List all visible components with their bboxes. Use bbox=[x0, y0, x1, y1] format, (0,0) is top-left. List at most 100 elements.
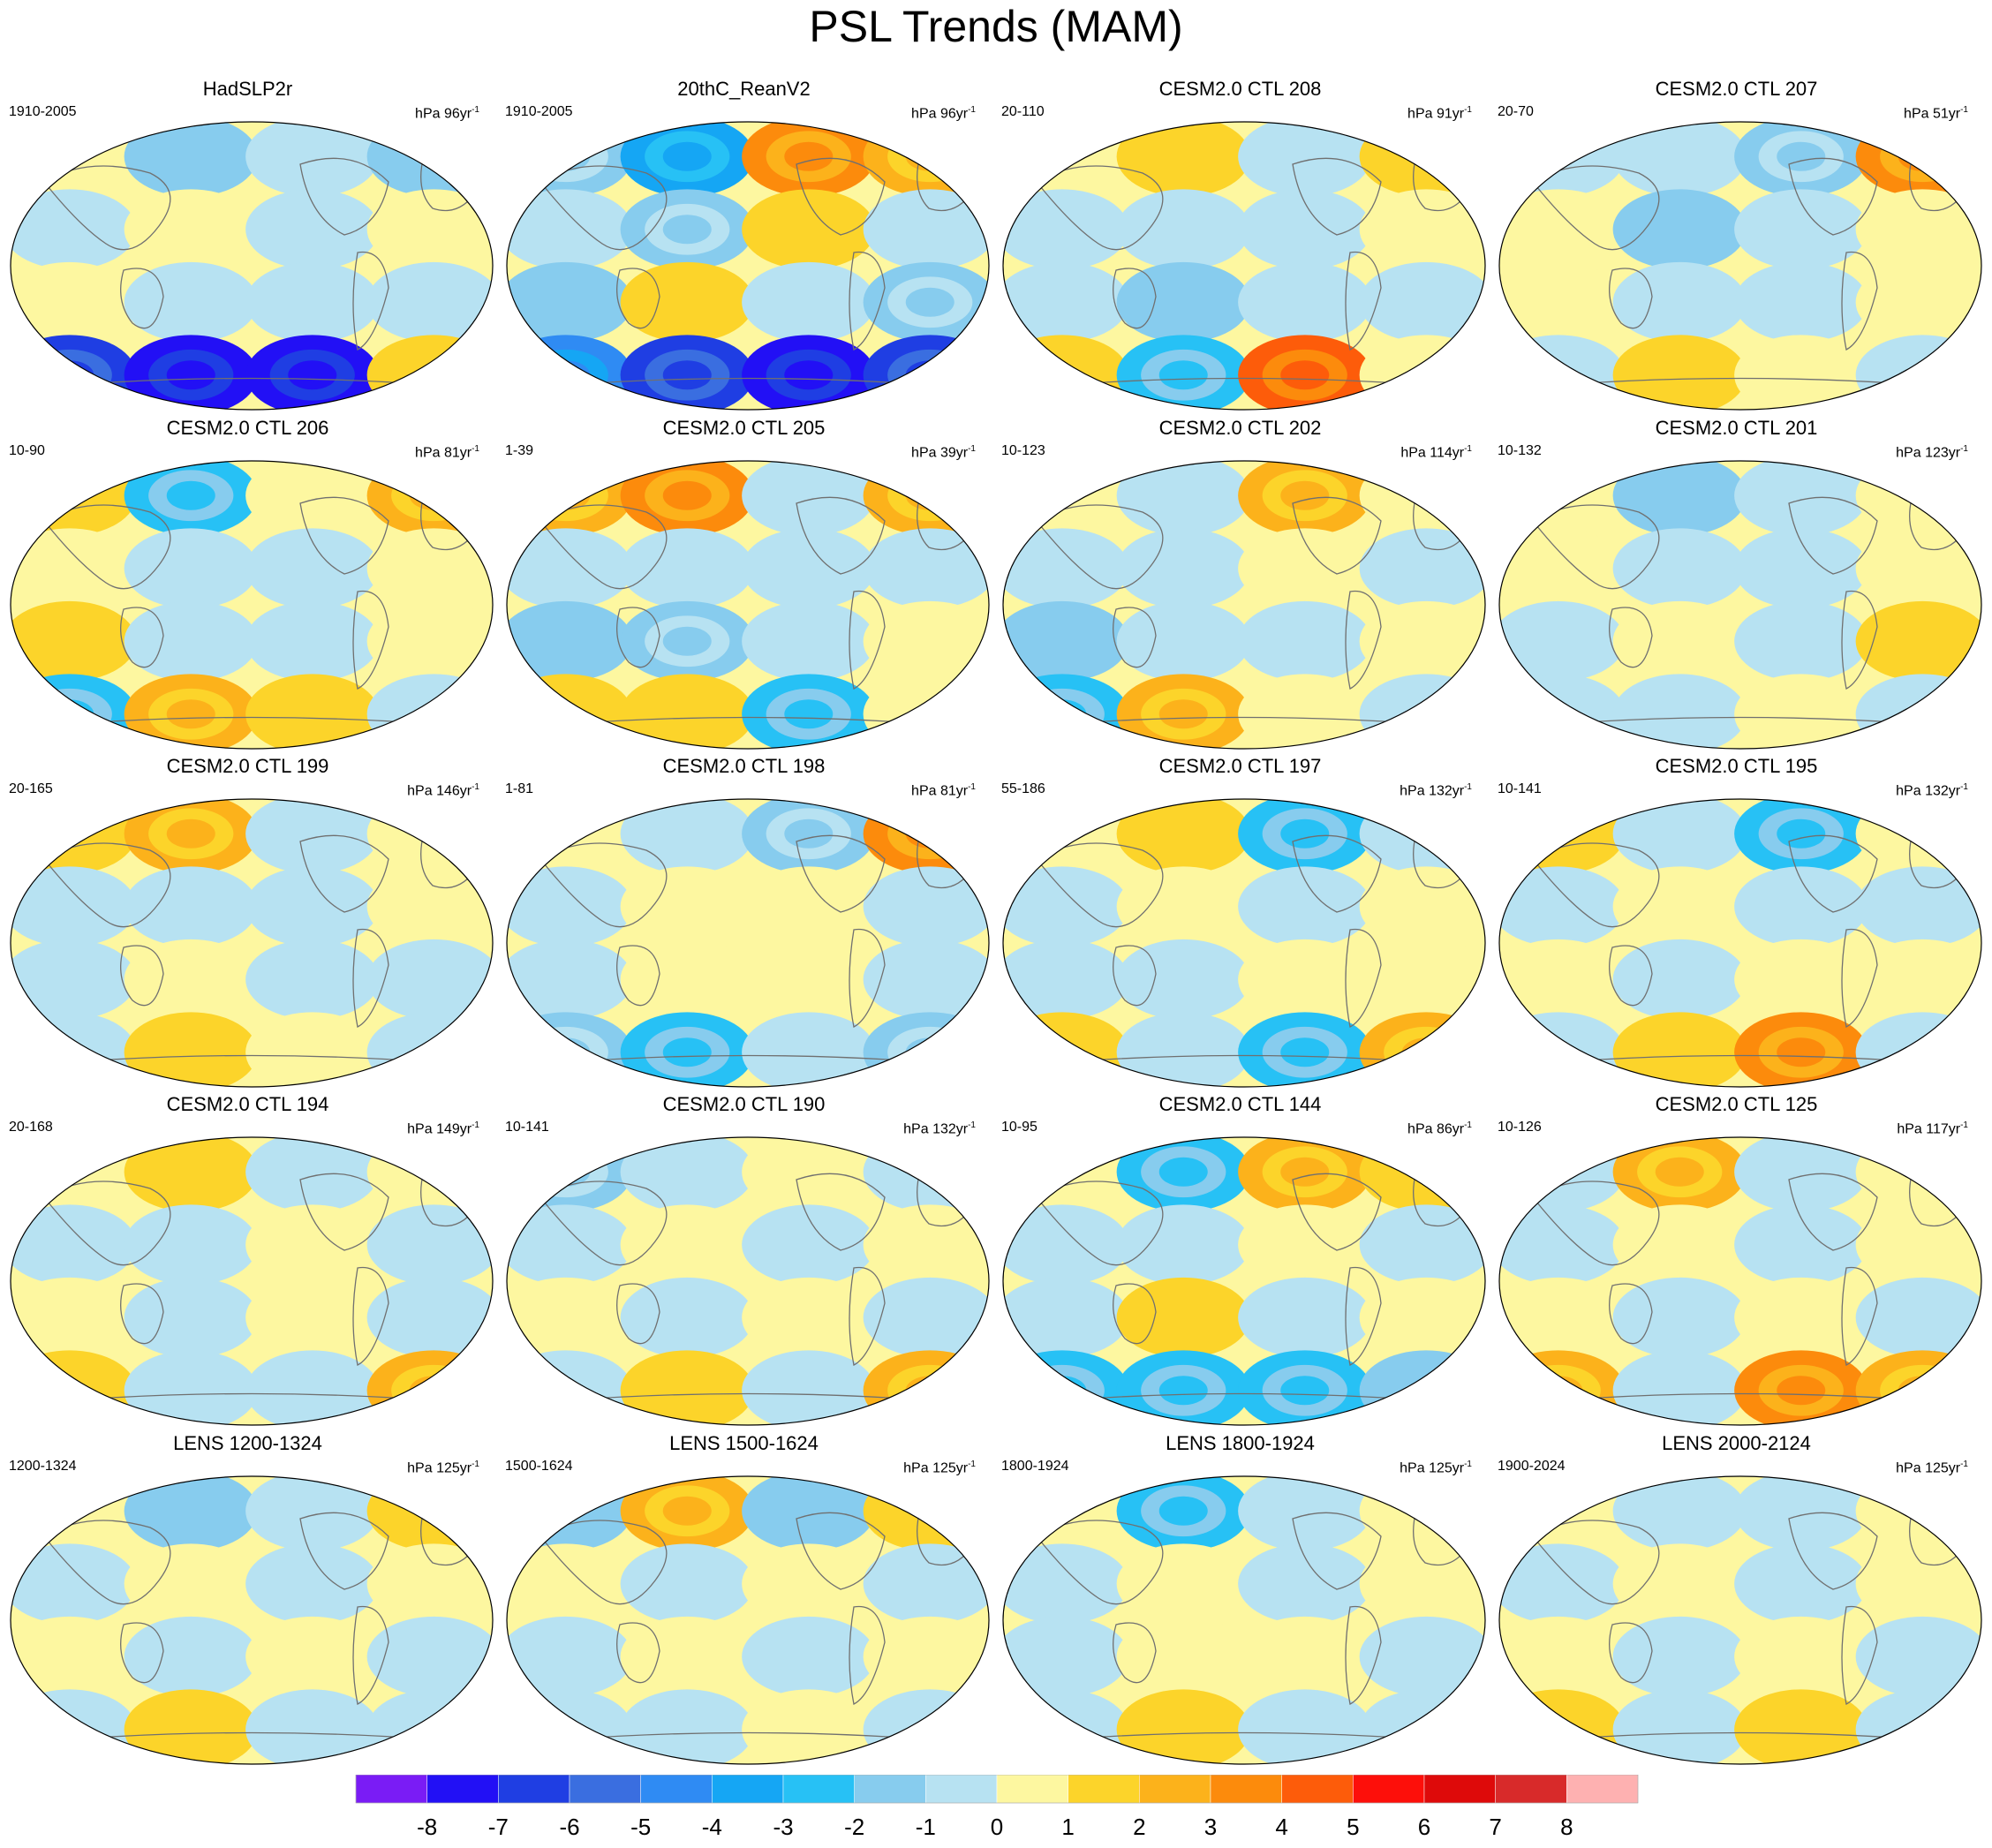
map-border bbox=[1002, 798, 1486, 1088]
trend-region bbox=[784, 360, 834, 390]
panel-units: hPa 81yr-1 bbox=[415, 441, 479, 462]
trend-region bbox=[366, 1277, 493, 1358]
map-svg bbox=[10, 1136, 494, 1426]
panel-period: 10-141 bbox=[1498, 781, 1542, 796]
colorbar-tick-label: 8 bbox=[1560, 1814, 1573, 1840]
trend-region bbox=[620, 261, 754, 343]
panel-period: 20-70 bbox=[1498, 104, 1534, 119]
coastline bbox=[1292, 157, 1382, 236]
coastline bbox=[120, 607, 164, 668]
panel-units-text: hPa 51yr bbox=[1904, 106, 1961, 122]
trend-region bbox=[620, 1137, 754, 1212]
trend-region bbox=[1880, 131, 1966, 183]
panel-units-exponent: -1 bbox=[1464, 1460, 1472, 1469]
trend-region bbox=[620, 528, 754, 609]
trend-region bbox=[784, 818, 834, 849]
trend-region bbox=[366, 939, 493, 1020]
panel-period: 1910-2005 bbox=[9, 104, 77, 119]
panel-units: hPa 132yr-1 bbox=[1896, 779, 1968, 800]
trend-region bbox=[26, 349, 112, 401]
trend-region bbox=[1734, 335, 1868, 410]
trend-region bbox=[1280, 1376, 1330, 1406]
map-border bbox=[506, 121, 990, 411]
trend-region bbox=[245, 866, 380, 947]
map-panel: LENS 2000-2124 1900-2024 hPa 125yr-1 bbox=[1489, 1432, 1984, 1765]
trend-region bbox=[863, 939, 989, 1020]
coastline bbox=[352, 928, 389, 1028]
map-svg bbox=[1002, 460, 1486, 750]
trend-region bbox=[1612, 335, 1747, 410]
panel-units-text: hPa 132yr bbox=[1400, 783, 1465, 799]
trend-region bbox=[11, 1204, 137, 1286]
map-svg bbox=[1002, 121, 1486, 411]
trend-region bbox=[124, 122, 258, 197]
panel-units-text: hPa 125yr bbox=[407, 1460, 472, 1476]
colorbar: -8 -7 -6 -5 -4 -3 -2 -1 0 1 2 3 4 5 6 7 8 bbox=[355, 1775, 1639, 1840]
map-border bbox=[1002, 1136, 1486, 1426]
trend-region bbox=[11, 1277, 137, 1358]
trend-region bbox=[1003, 261, 1129, 343]
trend-region bbox=[507, 189, 633, 270]
panel-units-exponent: -1 bbox=[1960, 782, 1968, 792]
trend-region bbox=[742, 1204, 876, 1286]
map-svg bbox=[1498, 121, 1982, 411]
trend-region bbox=[245, 528, 380, 609]
trend-region bbox=[391, 1364, 477, 1416]
trend-region bbox=[245, 122, 380, 197]
trend-region bbox=[662, 360, 712, 390]
map-border bbox=[506, 460, 990, 750]
coastline bbox=[352, 1605, 389, 1705]
trend-region bbox=[863, 600, 989, 682]
panel-units-exponent: -1 bbox=[472, 782, 479, 792]
trend-region bbox=[1003, 1204, 1129, 1286]
trend-region bbox=[523, 1146, 608, 1198]
trend-region bbox=[1612, 1543, 1747, 1625]
trend-region bbox=[905, 818, 954, 849]
trend-region bbox=[1612, 799, 1747, 874]
colorbar-swatch bbox=[1566, 1775, 1639, 1804]
panel-title: CESM2.0 CTL 125 bbox=[1655, 1093, 1818, 1115]
trend-region bbox=[1116, 528, 1250, 609]
trend-region bbox=[124, 1616, 258, 1697]
trend-region bbox=[1734, 866, 1868, 947]
coastline bbox=[1113, 945, 1157, 1007]
trend-region bbox=[620, 1204, 754, 1286]
panel-period: 1900-2024 bbox=[1498, 1459, 1566, 1474]
trend-region bbox=[887, 1026, 973, 1078]
trend-region bbox=[1280, 1037, 1330, 1067]
map-svg bbox=[10, 1475, 494, 1765]
trend-region bbox=[1238, 1689, 1372, 1764]
coastline bbox=[352, 251, 389, 351]
panel-period: 10-95 bbox=[1001, 1120, 1038, 1135]
map-border bbox=[10, 460, 494, 750]
coastline bbox=[43, 1180, 171, 1266]
trend-region bbox=[887, 470, 973, 522]
trend-region bbox=[662, 480, 712, 510]
map-svg bbox=[506, 121, 990, 411]
coastline bbox=[1532, 1180, 1660, 1266]
coastline bbox=[1532, 1520, 1660, 1605]
trend-region bbox=[11, 1543, 137, 1625]
coastline bbox=[1841, 1266, 1878, 1366]
coastline bbox=[1609, 1622, 1653, 1684]
trend-region bbox=[1116, 189, 1250, 270]
trend-region bbox=[507, 1616, 633, 1697]
map-panel: CESM2.0 CTL 195 10-141 hPa 132yr-1 bbox=[1489, 755, 1984, 1088]
coastline bbox=[1788, 834, 1878, 913]
trend-region bbox=[1855, 1277, 1981, 1358]
trend-region bbox=[1777, 1376, 1826, 1406]
coastline bbox=[1036, 504, 1164, 590]
coastline bbox=[43, 165, 171, 251]
colorbar-tick-label: 0 bbox=[991, 1814, 1003, 1840]
colorbar-tick-label: 1 bbox=[1061, 1814, 1074, 1840]
trend-region bbox=[742, 1616, 876, 1697]
trend-region bbox=[366, 261, 493, 343]
panel-units-text: hPa 114yr bbox=[1400, 445, 1465, 461]
trend-region bbox=[1777, 141, 1826, 171]
map-panel: CESM2.0 CTL 208 20-110 hPa 91yr-1 bbox=[992, 78, 1488, 411]
trend-region bbox=[742, 261, 876, 343]
trend-region bbox=[124, 1204, 258, 1286]
coastline bbox=[1036, 842, 1164, 928]
map-border bbox=[10, 1475, 494, 1765]
trend-region bbox=[11, 1616, 137, 1697]
